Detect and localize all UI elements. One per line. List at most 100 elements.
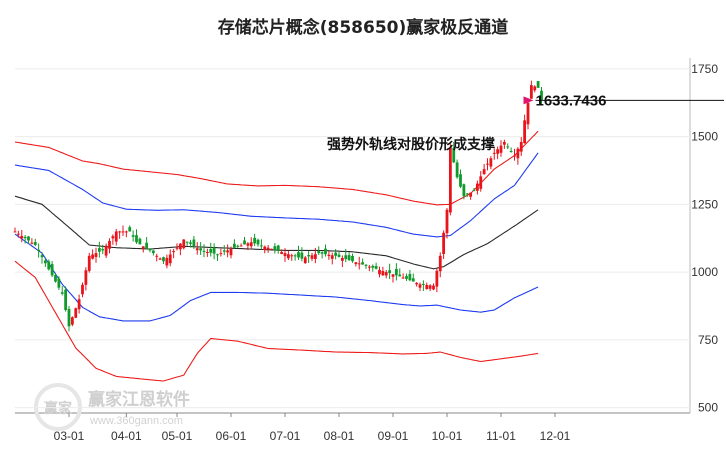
candle-body <box>148 248 152 251</box>
candle-body <box>381 271 385 276</box>
candle-body <box>283 253 287 257</box>
candle-body <box>496 149 500 154</box>
candle-body <box>307 255 311 257</box>
candle-body <box>118 231 122 233</box>
candle-body <box>229 249 233 256</box>
candle-body <box>67 308 71 327</box>
candle-body <box>64 289 68 311</box>
candle-body <box>74 308 78 318</box>
candle-body <box>30 242 34 244</box>
x-tick-label: 06-01 <box>216 429 247 443</box>
candle-body <box>84 270 88 285</box>
candle-body <box>442 232 446 254</box>
middle-band <box>14 195 539 270</box>
watermark-badge: 赢家 <box>44 400 73 417</box>
candle-body <box>114 231 118 242</box>
candle-body <box>70 317 74 325</box>
candle-body <box>290 255 294 257</box>
candle-body <box>226 250 230 253</box>
candle-body <box>81 284 84 295</box>
candle-body <box>131 235 135 237</box>
candle-body <box>16 233 20 235</box>
candle-body <box>172 251 176 253</box>
candle-body <box>506 146 510 148</box>
candle-body <box>205 252 209 254</box>
candle-body <box>357 263 361 265</box>
candle-body <box>212 247 216 254</box>
y-tick-label: 1750 <box>691 62 718 76</box>
candle-body <box>401 277 405 279</box>
candle-body <box>236 245 240 247</box>
candle-body <box>43 260 47 264</box>
annotation-text: 强势外轨线对股价形成支撑 <box>327 136 495 153</box>
candle-body <box>286 254 290 259</box>
candle-body <box>492 152 496 154</box>
candle-body <box>168 254 172 264</box>
candle-body <box>499 145 503 153</box>
candle-body <box>199 248 203 251</box>
candle-body <box>330 255 334 259</box>
candle-body <box>141 246 145 249</box>
candle-body <box>128 227 132 232</box>
candle-body <box>344 255 348 260</box>
candle-body <box>367 266 371 268</box>
candle-body <box>33 242 37 245</box>
candle-body <box>91 254 95 259</box>
candle-body <box>87 255 91 271</box>
candle-body <box>300 252 304 259</box>
candle-body <box>222 250 226 252</box>
candle-body <box>259 245 263 247</box>
y-tick-label: 1500 <box>691 130 718 144</box>
candle-body <box>273 246 277 250</box>
candle-body <box>216 254 219 256</box>
candle-body <box>398 274 402 277</box>
x-tick-label: 11-01 <box>486 429 516 443</box>
candle-body <box>243 240 246 245</box>
candle-body <box>77 299 81 310</box>
y-tick-label: 1000 <box>691 265 718 279</box>
candle-body <box>513 155 516 157</box>
candle-body <box>313 254 317 259</box>
candle-body <box>347 255 351 261</box>
watermark-url: www.360gann.com <box>89 415 183 427</box>
candle-body <box>124 231 128 233</box>
candle-body <box>378 269 381 275</box>
candle-body <box>280 252 284 254</box>
candle-body <box>60 292 64 294</box>
candle-body <box>388 270 392 274</box>
candle-body <box>276 245 280 251</box>
candle-body <box>529 85 533 99</box>
candle-body <box>405 276 408 279</box>
candle-body <box>432 285 435 290</box>
outer-lower-band <box>14 260 539 382</box>
inner-lower-band <box>14 233 539 322</box>
candle-body <box>533 86 537 91</box>
candle-body <box>320 252 324 254</box>
candle-body <box>374 266 378 269</box>
x-tick-label: 10-01 <box>432 429 463 443</box>
candle-body <box>37 249 41 252</box>
y-tick-label: 750 <box>698 333 718 347</box>
candle-body <box>266 247 270 250</box>
candle-body <box>101 249 105 251</box>
candle-body <box>364 264 368 266</box>
candle-body <box>324 248 327 255</box>
candle-body <box>469 192 473 197</box>
candle-body <box>104 245 108 256</box>
x-tick-label: 07-01 <box>270 429 301 443</box>
candle-body <box>523 120 527 144</box>
candle-body <box>40 255 44 258</box>
candle-body <box>536 81 540 88</box>
candle-body <box>472 190 476 192</box>
candle-body <box>97 248 101 252</box>
candle-body <box>391 274 395 277</box>
candle-body <box>293 255 297 257</box>
candle-body <box>526 102 530 125</box>
inner-upper-band <box>14 152 539 238</box>
candle-body <box>418 284 422 288</box>
candle-body <box>239 245 243 247</box>
watermark-text: 赢家江恩软件 <box>88 389 190 410</box>
candle-body <box>486 163 489 165</box>
candle-body <box>354 262 358 265</box>
